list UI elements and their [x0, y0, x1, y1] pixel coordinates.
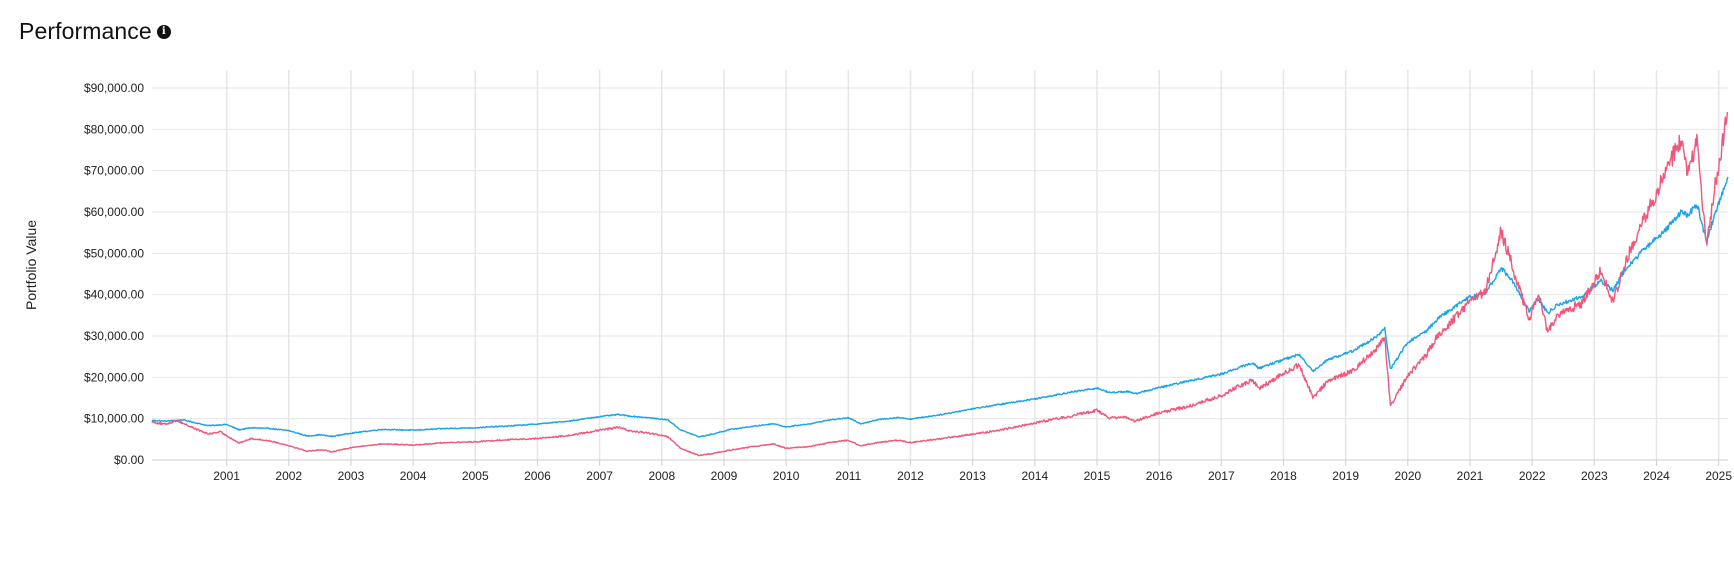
x-tick-label: 2018: [1270, 469, 1297, 483]
y-tick-label: $10,000.00: [84, 412, 144, 426]
x-tick-label: 2014: [1021, 469, 1048, 483]
chart-container: $0.00 $10,000.00 $20,000.00 $30,000.00 $40,0…: [0, 60, 1734, 560]
y-tick-label: $0.00: [114, 453, 144, 467]
x-tick-label: 2007: [586, 469, 613, 483]
x-tick-label: 2017: [1208, 469, 1235, 483]
y-tick-label: $50,000.00: [84, 246, 144, 260]
y-axis-label: Portfolio Value: [23, 220, 39, 310]
x-tick-label: 2011: [835, 469, 861, 483]
x-tick-label: 2005: [462, 469, 489, 483]
x-tick-label: 2013: [959, 469, 986, 483]
x-tick-label: 2006: [524, 469, 551, 483]
y-tick-label: $40,000.00: [84, 288, 144, 302]
x-tick-label: 2021: [1457, 469, 1484, 483]
series-line-2: [151, 111, 1729, 457]
y-tick-label: $80,000.00: [84, 122, 144, 136]
y-tick-label: $30,000.00: [84, 329, 144, 343]
y-axis: $0.00 $10,000.00 $20,000.00 $30,000.00 $40,0…: [84, 81, 144, 467]
performance-chart: $0.00 $10,000.00 $20,000.00 $30,000.00 $40,0…: [23, 70, 1732, 483]
x-tick-label: 2008: [648, 469, 675, 483]
x-tick-label: 2019: [1332, 469, 1359, 483]
x-tick-label: 2010: [773, 469, 800, 483]
x-tick-label: 2001: [213, 469, 240, 483]
x-tick-label: 2004: [400, 469, 427, 483]
chart-grid: [152, 70, 1728, 461]
x-tick-label: 2016: [1146, 469, 1173, 483]
x-tick-label: 2012: [897, 469, 924, 483]
x-axis: 2001 2002 2003 2004 2005 2006 2007 2008 2009 2010…: [152, 459, 1732, 483]
page-title: Performance: [19, 17, 152, 44]
series-line-1: [151, 176, 1729, 438]
x-tick-label: 2015: [1084, 469, 1111, 483]
y-tick-label: $60,000.00: [84, 205, 144, 219]
x-tick-label: 2003: [338, 469, 365, 483]
x-tick-label: 2020: [1394, 469, 1421, 483]
y-tick-label: $90,000.00: [84, 81, 144, 95]
chart-series: [151, 111, 1729, 457]
y-tick-label: $20,000.00: [84, 370, 144, 384]
x-tick-label: 2002: [275, 469, 302, 483]
x-tick-label: 2025: [1705, 469, 1732, 483]
info-circle-icon[interactable]: i: [156, 25, 171, 39]
chart-header: Performance i: [19, 14, 171, 48]
x-tick-label: 2009: [711, 469, 738, 483]
x-tick-label: 2023: [1581, 469, 1608, 483]
x-tick-label: 2022: [1519, 469, 1546, 483]
x-tick-label: 2024: [1643, 469, 1670, 483]
y-tick-label: $70,000.00: [84, 164, 144, 178]
